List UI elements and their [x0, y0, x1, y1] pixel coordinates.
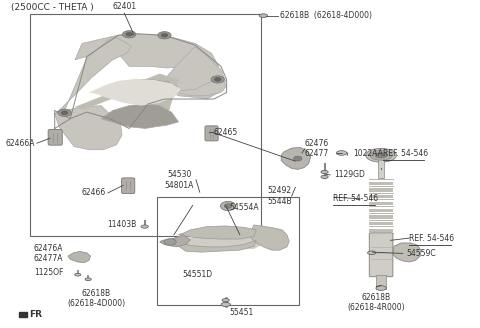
Ellipse shape	[375, 153, 387, 158]
Polygon shape	[68, 252, 91, 263]
Ellipse shape	[321, 170, 328, 174]
FancyBboxPatch shape	[121, 178, 135, 194]
Ellipse shape	[321, 175, 328, 178]
Ellipse shape	[75, 273, 81, 276]
Polygon shape	[393, 243, 421, 262]
Ellipse shape	[126, 32, 132, 36]
Text: 55451: 55451	[229, 308, 254, 317]
Polygon shape	[55, 106, 122, 150]
Text: 62465: 62465	[214, 128, 238, 137]
Ellipse shape	[259, 14, 267, 17]
Ellipse shape	[370, 151, 393, 160]
Polygon shape	[369, 209, 393, 212]
Polygon shape	[165, 76, 227, 96]
Ellipse shape	[211, 76, 224, 83]
Text: REF. 54-546: REF. 54-546	[409, 234, 455, 242]
Ellipse shape	[336, 151, 347, 155]
Polygon shape	[369, 188, 393, 192]
FancyBboxPatch shape	[205, 126, 218, 141]
Polygon shape	[55, 37, 132, 114]
Polygon shape	[179, 226, 256, 239]
Polygon shape	[369, 222, 393, 225]
Ellipse shape	[368, 251, 376, 255]
Ellipse shape	[224, 204, 232, 208]
Polygon shape	[369, 195, 393, 198]
Bar	[30, 14, 261, 236]
Polygon shape	[179, 240, 256, 252]
Ellipse shape	[122, 31, 136, 38]
Ellipse shape	[58, 109, 71, 116]
FancyBboxPatch shape	[369, 233, 393, 277]
Polygon shape	[281, 148, 311, 169]
Ellipse shape	[293, 156, 302, 161]
Text: 52492
5544B: 52492 5544B	[267, 187, 292, 206]
Text: 54551D: 54551D	[182, 270, 213, 278]
Text: 62618B
(62618-4R000): 62618B (62618-4R000)	[348, 293, 405, 312]
Text: 62476
62477: 62476 62477	[305, 139, 329, 158]
Text: 62401: 62401	[112, 2, 136, 11]
Text: 62466A: 62466A	[5, 139, 35, 148]
Polygon shape	[101, 104, 179, 129]
Text: (2500CC - THETA ): (2500CC - THETA )	[12, 3, 94, 11]
Ellipse shape	[161, 33, 168, 37]
Text: 62618B
(62618-4D000): 62618B (62618-4D000)	[67, 289, 125, 308]
FancyBboxPatch shape	[48, 130, 62, 145]
Polygon shape	[74, 73, 169, 110]
Ellipse shape	[366, 149, 396, 162]
Polygon shape	[174, 230, 272, 250]
Ellipse shape	[221, 302, 230, 306]
Polygon shape	[165, 47, 226, 99]
Text: REF. 54-546: REF. 54-546	[333, 194, 378, 203]
Polygon shape	[75, 34, 218, 70]
Polygon shape	[19, 312, 27, 317]
Ellipse shape	[158, 32, 171, 39]
Polygon shape	[369, 182, 393, 185]
Polygon shape	[369, 229, 393, 232]
Polygon shape	[87, 79, 181, 106]
Text: 54554A: 54554A	[229, 203, 259, 212]
Text: REF. 54-546: REF. 54-546	[383, 149, 428, 157]
Ellipse shape	[164, 239, 176, 245]
Text: 62466: 62466	[81, 188, 106, 197]
Ellipse shape	[220, 201, 236, 211]
Text: 11403B: 11403B	[107, 220, 136, 229]
Polygon shape	[148, 74, 179, 111]
Polygon shape	[369, 215, 393, 219]
Polygon shape	[369, 202, 393, 205]
Text: 54559C: 54559C	[406, 249, 436, 258]
Text: 1129GD: 1129GD	[334, 171, 365, 179]
Text: 54530
54801A: 54530 54801A	[165, 170, 194, 190]
Bar	[376, 275, 386, 289]
Ellipse shape	[141, 225, 148, 228]
Bar	[378, 156, 384, 177]
Ellipse shape	[222, 298, 229, 302]
Text: 62476A
62477A: 62476A 62477A	[34, 244, 63, 263]
Ellipse shape	[376, 286, 386, 290]
Bar	[157, 197, 299, 305]
Ellipse shape	[215, 78, 221, 81]
Text: FR: FR	[29, 310, 42, 319]
Polygon shape	[160, 235, 191, 247]
Polygon shape	[108, 79, 178, 97]
Ellipse shape	[85, 278, 91, 281]
Polygon shape	[249, 225, 289, 250]
Text: 1125OF: 1125OF	[34, 268, 63, 277]
Text: 1022AA: 1022AA	[353, 149, 383, 157]
Ellipse shape	[61, 111, 68, 114]
Text: 62618B  (62618-4D000): 62618B (62618-4D000)	[280, 11, 372, 20]
